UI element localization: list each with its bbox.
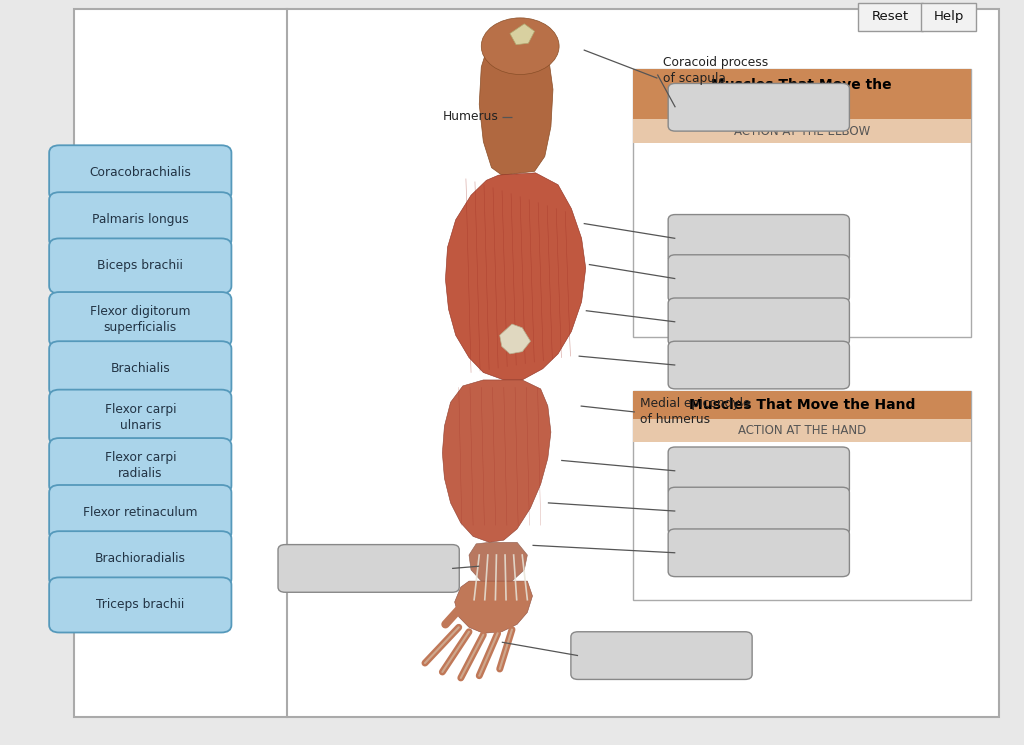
Text: Flexor retinaculum: Flexor retinaculum [83, 506, 198, 519]
FancyBboxPatch shape [668, 529, 850, 577]
FancyBboxPatch shape [49, 238, 231, 294]
FancyBboxPatch shape [668, 83, 850, 131]
FancyBboxPatch shape [668, 487, 850, 535]
Polygon shape [469, 542, 527, 585]
FancyBboxPatch shape [49, 531, 231, 586]
FancyBboxPatch shape [668, 255, 850, 302]
Polygon shape [445, 173, 586, 380]
Text: Coracoid process
of scapula: Coracoid process of scapula [663, 57, 768, 85]
Polygon shape [500, 324, 530, 354]
FancyBboxPatch shape [668, 215, 850, 262]
Text: Biceps brachii: Biceps brachii [97, 259, 183, 273]
Text: Humerus: Humerus [442, 110, 499, 124]
FancyBboxPatch shape [49, 438, 231, 493]
Polygon shape [510, 24, 535, 45]
Text: Coracobrachialis: Coracobrachialis [89, 166, 191, 180]
Polygon shape [455, 581, 532, 633]
Text: Flexor carpi
ulnaris: Flexor carpi ulnaris [104, 403, 176, 431]
Text: Palmaris longus: Palmaris longus [92, 213, 188, 226]
Bar [633, 391, 971, 419]
FancyBboxPatch shape [668, 341, 850, 389]
Text: Muscles That Move the Hand: Muscles That Move the Hand [688, 399, 915, 412]
Text: Help: Help [934, 10, 964, 23]
FancyBboxPatch shape [49, 292, 231, 347]
Text: Flexor digitorum
superficialis: Flexor digitorum superficialis [90, 305, 190, 334]
FancyBboxPatch shape [49, 390, 231, 445]
FancyBboxPatch shape [74, 9, 999, 717]
Text: Reset: Reset [872, 10, 909, 23]
FancyBboxPatch shape [633, 69, 971, 337]
FancyBboxPatch shape [668, 298, 850, 346]
FancyBboxPatch shape [49, 485, 231, 540]
Polygon shape [479, 26, 553, 175]
Text: Brachioradialis: Brachioradialis [95, 552, 185, 565]
FancyBboxPatch shape [571, 632, 752, 679]
Bar [633, 419, 971, 442]
Polygon shape [442, 380, 551, 542]
Circle shape [481, 18, 559, 75]
Text: ACTION AT THE ELBOW: ACTION AT THE ELBOW [733, 124, 870, 138]
Text: Medial epicondyle
of humerus: Medial epicondyle of humerus [640, 398, 751, 426]
Text: Flexor carpi
radialis: Flexor carpi radialis [104, 451, 176, 480]
FancyBboxPatch shape [49, 341, 231, 396]
Text: Brachialis: Brachialis [111, 362, 170, 375]
Text: Triceps brachii: Triceps brachii [96, 598, 184, 612]
FancyBboxPatch shape [49, 192, 231, 247]
Text: ACTION AT THE HAND: ACTION AT THE HAND [737, 424, 866, 437]
Text: Muscles That Move the
Forearm: Muscles That Move the Forearm [712, 78, 892, 110]
FancyBboxPatch shape [49, 577, 231, 633]
FancyBboxPatch shape [49, 145, 231, 200]
FancyBboxPatch shape [668, 447, 850, 495]
FancyBboxPatch shape [858, 3, 924, 31]
FancyBboxPatch shape [922, 3, 977, 31]
FancyBboxPatch shape [633, 391, 971, 600]
FancyBboxPatch shape [278, 545, 459, 592]
Bar [633, 119, 971, 143]
Bar [633, 69, 971, 119]
